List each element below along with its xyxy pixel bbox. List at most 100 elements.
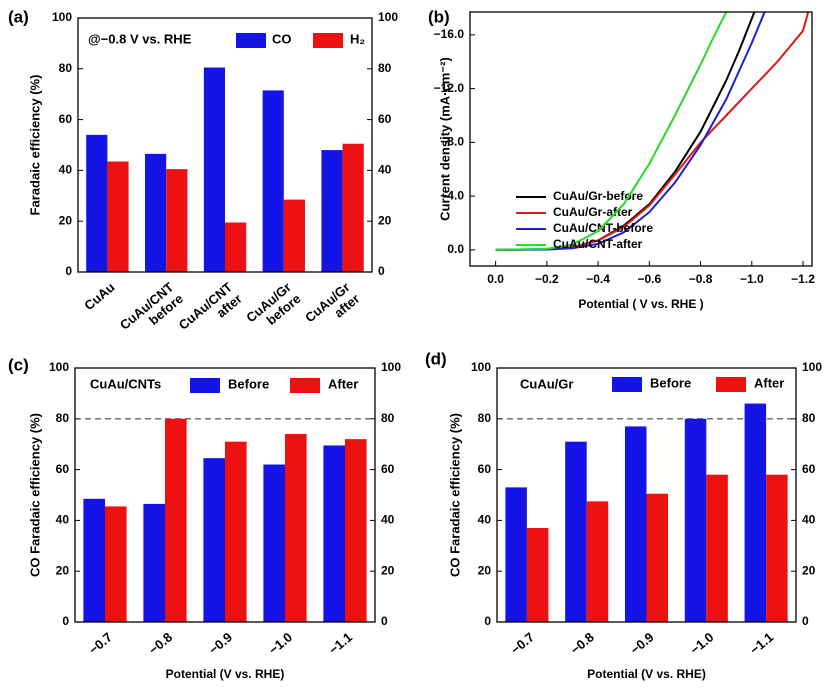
y-tick-label: 0.0 — [447, 242, 464, 256]
legend-label: CuAu/CNT-before — [553, 221, 653, 235]
y-axis-label: Current density (mA·cm⁻²) — [437, 57, 452, 221]
bar — [83, 498, 105, 622]
bar — [165, 418, 187, 622]
bar — [624, 426, 647, 622]
x-tick-label: −0.8 — [146, 629, 175, 657]
y2-tick-label: 20 — [802, 563, 816, 577]
y2-tick-label: 60 — [378, 112, 392, 126]
x-tick-label: −0.7 — [86, 629, 115, 657]
y-tick-label: 40 — [56, 513, 70, 527]
legend-label: After — [328, 376, 358, 391]
y-tick-label: 0 — [65, 264, 72, 278]
bar — [766, 474, 788, 622]
y2-tick-label: 40 — [381, 513, 395, 527]
y-tick-label: 20 — [59, 213, 73, 227]
bar — [684, 418, 707, 622]
x-tick-label: −1.1 — [326, 629, 355, 657]
y-tick-label: −12.0 — [434, 81, 465, 95]
legend-label: CuAu/Gr-before — [553, 189, 643, 203]
bar — [586, 501, 609, 622]
legend-swatch — [290, 378, 320, 393]
bar — [321, 150, 343, 272]
y-tick-label: 60 — [56, 462, 70, 476]
y-tick-label: 20 — [478, 563, 492, 577]
y2-tick-label: 100 — [802, 360, 822, 374]
bar — [505, 487, 527, 622]
x-tick-label: −0.8 — [689, 272, 713, 286]
y-tick-label: 80 — [56, 411, 70, 425]
y2-tick-label: 0 — [802, 614, 809, 628]
legend-label: CO — [272, 31, 292, 46]
x-tick-label: −1.2 — [791, 272, 815, 286]
y2-tick-label: 80 — [378, 61, 392, 75]
y2-tick-label: 100 — [378, 10, 398, 24]
x-tick-label: −1.0 — [687, 629, 716, 657]
panel-label: (b) — [428, 7, 450, 26]
y-tick-label: 0 — [484, 614, 491, 628]
x-tick-label: −1.0 — [266, 629, 295, 657]
y-tick-label: 60 — [478, 462, 492, 476]
x-axis-label: Potential (V vs. RHE) — [166, 667, 285, 681]
line-series — [495, 11, 766, 251]
y2-tick-label: 80 — [802, 411, 816, 425]
panel-label: (d) — [425, 349, 447, 368]
y2-tick-label: 20 — [381, 563, 395, 577]
y-tick-label: −4.0 — [440, 188, 464, 202]
line-series — [495, 11, 728, 251]
x-tick-label: −0.8 — [568, 629, 597, 657]
x-tick-label: −1.0 — [740, 272, 764, 286]
y-tick-label: 40 — [478, 513, 492, 527]
x-axis-label: Potential ( V vs. RHE ) — [578, 297, 703, 311]
y2-tick-label: 80 — [381, 411, 395, 425]
y2-tick-label: 40 — [802, 513, 816, 527]
legend-label: Before — [650, 375, 691, 390]
plot-frame — [74, 367, 376, 623]
bar — [203, 458, 225, 622]
bar — [166, 169, 188, 272]
panel-label: (c) — [8, 355, 29, 374]
plot-frame — [469, 11, 813, 267]
x-tick-label: −0.4 — [586, 272, 610, 286]
y2-tick-label: 0 — [381, 614, 388, 628]
x-tick-label: −0.9 — [206, 629, 235, 657]
y-tick-label: 80 — [478, 411, 492, 425]
legend-swatch — [612, 377, 642, 392]
bar — [262, 90, 284, 272]
line-series — [495, 11, 810, 251]
bar — [145, 153, 167, 272]
legend-swatch — [716, 377, 746, 392]
panel-label: (a) — [8, 7, 29, 26]
bar — [86, 134, 108, 272]
legend-swatch — [313, 33, 343, 48]
legend-label: CuAu/CNT-after — [553, 237, 643, 251]
y2-tick-label: 60 — [802, 462, 816, 476]
y-tick-label: 60 — [59, 112, 73, 126]
bar — [225, 222, 247, 272]
bar — [107, 161, 129, 272]
y-tick-label: 80 — [59, 61, 73, 75]
legend-swatch — [236, 33, 266, 48]
y2-tick-label: 40 — [378, 163, 392, 177]
annotation: CuAu/Gr — [520, 376, 573, 391]
x-tick-label: −0.2 — [535, 272, 559, 286]
x-tick-label: −0.6 — [637, 272, 661, 286]
y-tick-label: −16.0 — [434, 27, 465, 41]
y-axis-label: CO Faradaic efficiency (%) — [27, 413, 42, 577]
x-tick-label: CuAu — [81, 279, 117, 313]
bar — [143, 503, 165, 622]
y-axis-label: CO Faradaic efficiency (%) — [447, 413, 462, 577]
bar — [345, 439, 367, 622]
legend-label: H₂ — [350, 31, 365, 46]
plot-frame — [496, 367, 797, 623]
bar — [342, 143, 364, 272]
x-tick-label: −1.1 — [747, 629, 776, 657]
plot-frame — [77, 17, 373, 273]
y2-tick-label: 0 — [378, 264, 385, 278]
y-tick-label: −8.0 — [440, 135, 464, 149]
bar — [283, 199, 305, 272]
bar — [565, 441, 587, 622]
legend-label: Before — [228, 376, 269, 391]
legend-swatch — [190, 378, 220, 393]
x-axis-label: Potential (V vs. RHE) — [587, 667, 706, 681]
